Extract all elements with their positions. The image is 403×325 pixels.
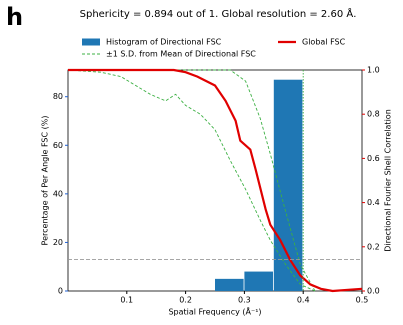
- legend-label: ±1 S.D. from Mean of Directional FSC: [106, 50, 256, 59]
- legend-label: Global FSC: [302, 38, 346, 47]
- y2-tick-label: 1.0: [367, 66, 380, 75]
- y-tick-label: 0: [58, 287, 63, 296]
- legend-label: Histogram of Directional FSC: [106, 38, 222, 47]
- legend-swatch: [82, 39, 100, 46]
- x-tick-label: 0.1: [120, 296, 133, 305]
- y2-tick-label: 0.2: [367, 242, 380, 251]
- histogram-bar: [244, 272, 273, 291]
- chart-title: Sphericity = 0.894 out of 1. Global reso…: [80, 7, 357, 20]
- chart: h Sphericity = 0.894 out of 1. Global re…: [0, 0, 403, 321]
- panel-label: h: [6, 3, 23, 31]
- x-tick-label: 0.3: [238, 296, 251, 305]
- y2-tick-label: 0.0: [367, 287, 380, 296]
- x-tick-label: 0.4: [297, 296, 310, 305]
- y2-tick-label: 0.8: [367, 110, 380, 119]
- plot-frame: [68, 70, 362, 291]
- y-tick-label: 40: [53, 189, 63, 198]
- x-axis-label: Spatial Frequency (Å⁻¹): [168, 306, 261, 317]
- x-tick-label: 0.2: [179, 296, 192, 305]
- histogram-bar: [215, 279, 244, 291]
- y-tick-label: 80: [53, 92, 63, 101]
- fsc-line: [68, 70, 362, 291]
- y2-axis-label: Directional Fourier Shell Correlation: [384, 109, 393, 252]
- y2-tick-label: 0.6: [367, 154, 380, 163]
- y2-tick-label: 0.4: [367, 198, 380, 207]
- y-tick-label: 60: [53, 141, 63, 150]
- y-axis-label: Percentage of Per Angle FSC (%): [41, 116, 50, 246]
- x-tick-label: 0.5: [356, 296, 369, 305]
- y-tick-label: 20: [53, 238, 63, 247]
